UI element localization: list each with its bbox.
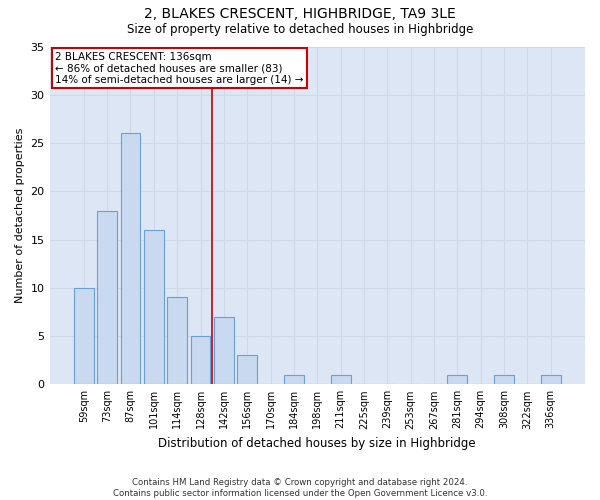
Text: Contains HM Land Registry data © Crown copyright and database right 2024.
Contai: Contains HM Land Registry data © Crown c… (113, 478, 487, 498)
Text: 2, BLAKES CRESCENT, HIGHBRIDGE, TA9 3LE: 2, BLAKES CRESCENT, HIGHBRIDGE, TA9 3LE (144, 8, 456, 22)
Bar (284, 374, 304, 384)
Text: Size of property relative to detached houses in Highbridge: Size of property relative to detached ho… (127, 22, 473, 36)
Bar (331, 374, 350, 384)
Bar (541, 374, 560, 384)
Bar (214, 316, 234, 384)
Bar (144, 230, 164, 384)
Bar (238, 356, 257, 384)
Text: 2 BLAKES CRESCENT: 136sqm
← 86% of detached houses are smaller (83)
14% of semi-: 2 BLAKES CRESCENT: 136sqm ← 86% of detac… (55, 52, 304, 85)
Bar (191, 336, 211, 384)
Bar (494, 374, 514, 384)
Bar (74, 288, 94, 384)
Bar (167, 298, 187, 384)
X-axis label: Distribution of detached houses by size in Highbridge: Distribution of detached houses by size … (158, 437, 476, 450)
Bar (448, 374, 467, 384)
Bar (97, 210, 117, 384)
Bar (121, 134, 140, 384)
Y-axis label: Number of detached properties: Number of detached properties (15, 128, 25, 303)
